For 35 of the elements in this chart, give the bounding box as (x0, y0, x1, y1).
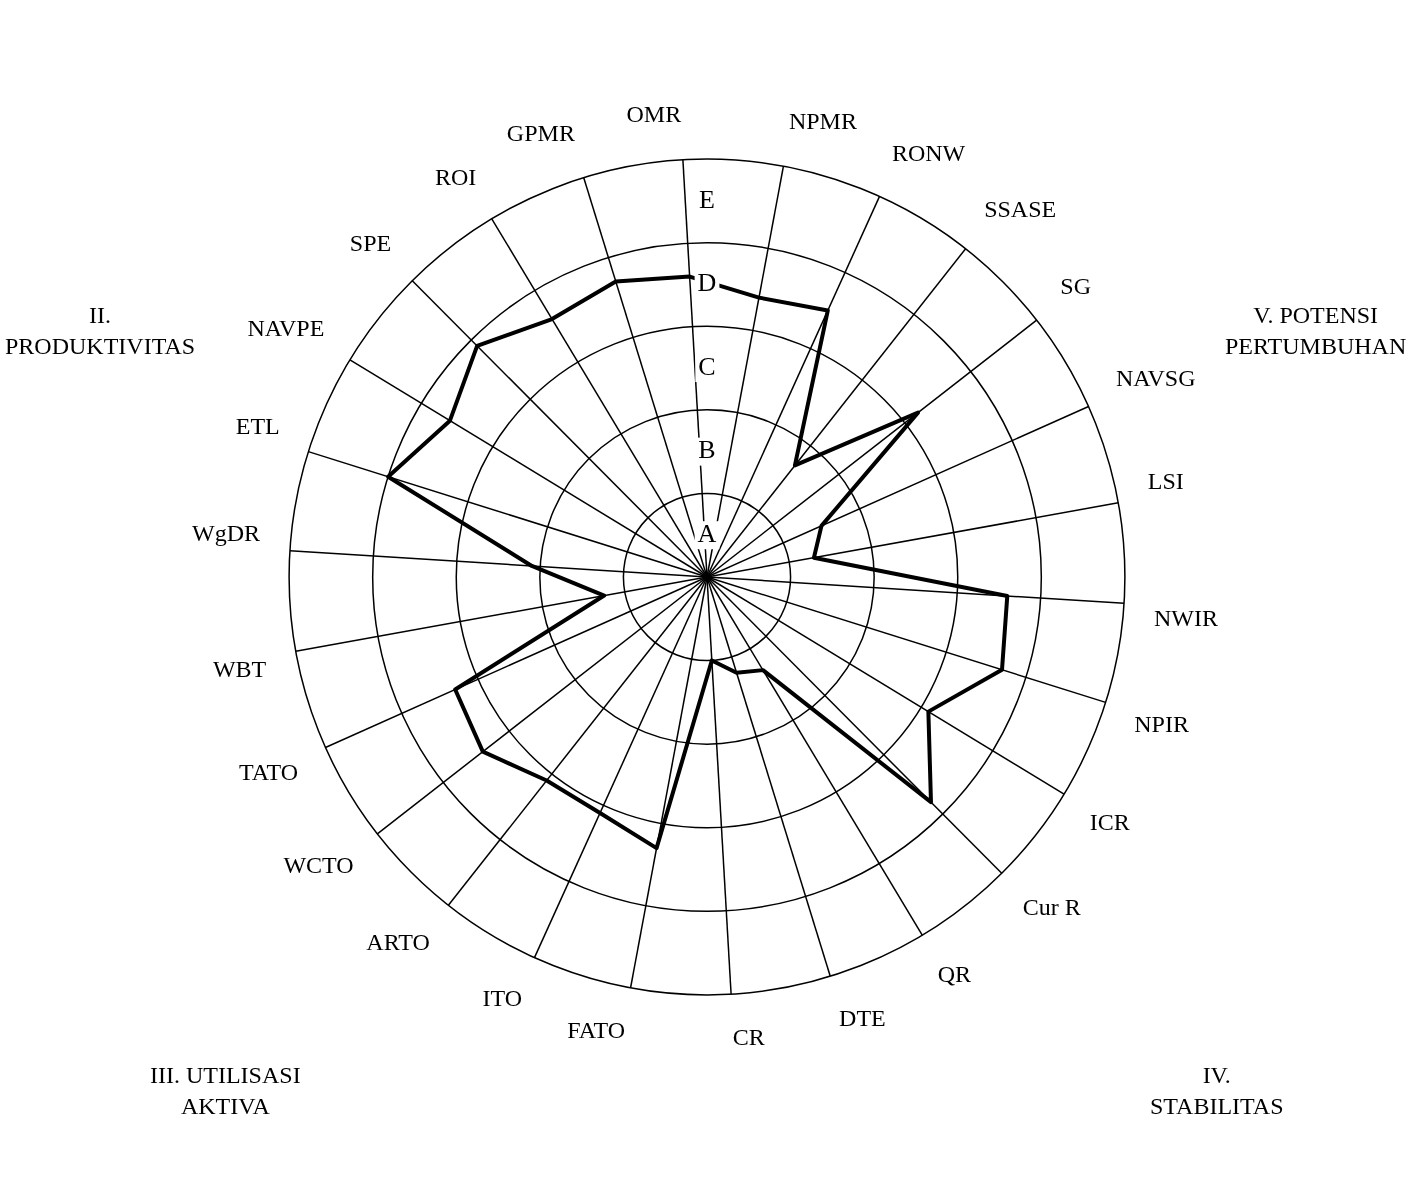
y-tick-label: D (697, 268, 717, 298)
spoke-label: DTE (839, 1004, 886, 1031)
y-tick-label: C (698, 351, 716, 381)
spoke-label: ETL (235, 413, 280, 440)
spoke-label: SSASE (984, 196, 1057, 223)
spoke-label: WBT (212, 656, 267, 683)
spoke-label: NPIR (1134, 711, 1189, 738)
spoke-label: NAVPE (247, 315, 325, 342)
spoke-label: ICR (1089, 809, 1130, 836)
spoke-label: NAVSG (1115, 365, 1196, 392)
spoke-label: ITO (482, 984, 523, 1011)
spoke-label: WCTO (283, 851, 354, 878)
spoke-label: QR (937, 960, 972, 987)
text: IV. STABILITAS (1150, 1060, 1284, 1123)
spoke-label: TATO (239, 759, 299, 786)
spoke-label: CR (732, 1023, 765, 1050)
text: II. PRODUKTIVITAS (5, 300, 196, 363)
y-tick-label: E (699, 184, 715, 214)
text: V. POTENSI PERTUMBUHAN (1225, 300, 1407, 363)
y-tick-label: B (698, 435, 716, 465)
spoke-label: WgDR (191, 519, 260, 546)
spoke-label: SPE (349, 230, 392, 257)
y-tick-label: A (697, 519, 717, 549)
spoke-label: NWIR (1154, 604, 1218, 631)
spoke-label: SG (1060, 272, 1092, 299)
spoke-label: ROI (434, 163, 477, 190)
spoke-label: RONW (891, 139, 966, 166)
text: III. UTILISASI AKTIVA (150, 1060, 301, 1123)
spoke-label: OMR (626, 100, 682, 127)
spoke-label: LSI (1147, 468, 1184, 495)
spoke-label: FATO (567, 1017, 626, 1044)
spoke-label: ARTO (366, 928, 430, 955)
spoke-label: Cur R (1022, 894, 1081, 921)
spoke-label: GPMR (506, 119, 575, 146)
spoke-label: NPMR (788, 107, 857, 134)
